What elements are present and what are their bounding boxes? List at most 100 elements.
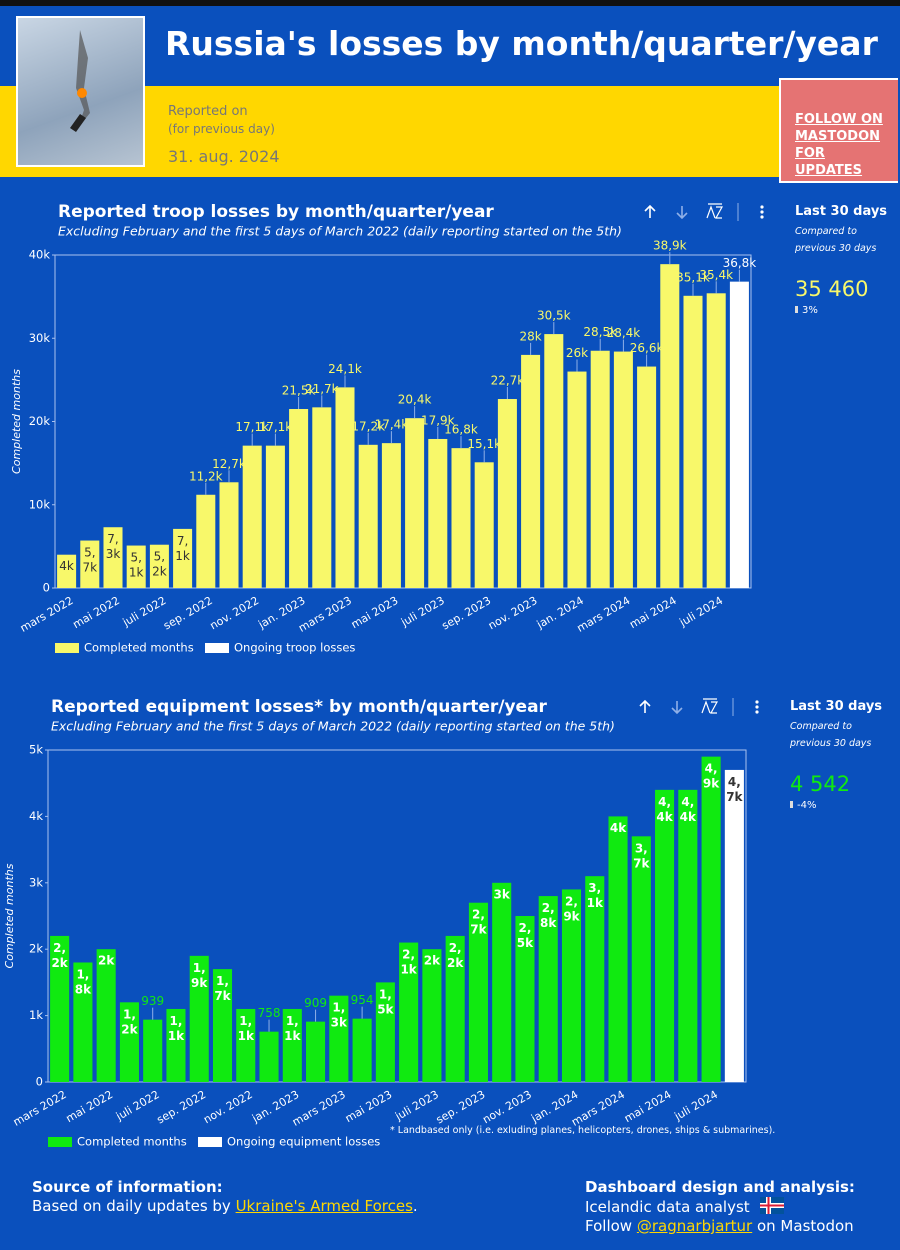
value-label: 28,5k [583,325,617,339]
menu-dot [755,710,759,714]
chart-subtitle: Excluding February and the first 5 days … [51,719,615,734]
x-tick-label: mai 2022 [70,594,122,631]
value-label: 2, 2k [51,940,68,969]
bar [399,942,419,1082]
follow-end: on Mastodon [756,1217,854,1235]
value-label: 3k [494,887,511,901]
bar [50,935,70,1082]
x-tick-label: sep. 2023 [440,594,494,632]
value-label: 2, 2k [447,940,464,969]
bar [96,949,116,1082]
top-bar [0,0,900,6]
value-label: 26k [566,346,588,360]
fire [77,88,87,98]
value-label: 1, 7k [214,974,231,1003]
value-label: 4, 9k [703,761,720,790]
legend-label: Ongoing equipment losses [227,1135,380,1149]
bar [678,789,698,1082]
value-label: 21,5k [282,384,316,398]
bar [655,789,675,1082]
value-label: 12,7k [212,457,246,471]
side-panel: Last 30 days Compared to previous 30 days… [790,699,885,811]
value-label: 28,4k [607,326,641,340]
bar [613,351,633,588]
bar [381,443,401,588]
value-label: 1, 1k [284,1013,301,1042]
photo-art [70,30,90,132]
bar [585,876,605,1082]
value-label: 5, 1k [129,550,144,579]
design-block: Dashboard design and analysis: Icelandic… [585,1178,855,1236]
value-label: 4, 4k [656,794,673,823]
bar [57,554,77,588]
mastodon-box[interactable]: FOLLOW ON MASTODON FOR UPDATES [779,78,898,183]
value-label: 954 [351,993,374,1007]
x-tick-label: juli 2022 [113,1088,162,1124]
handle-link[interactable]: @ragnarbjartur [636,1217,753,1235]
value-label: 35,1k [676,270,710,284]
side-change: -4% [790,800,885,811]
y-tick-label: 0 [43,581,50,595]
mastodon-link[interactable]: FOLLOW ON MASTODON FOR UPDATES [795,112,883,178]
value-label: 38,9k [653,239,687,253]
legend-label: Completed months [84,641,194,655]
y-tick-label: 2k [29,942,43,956]
legend-swatch [55,643,79,653]
bar [173,528,193,588]
y-axis-label: Completed months [10,369,23,474]
source-text: Based on daily updates by [32,1197,231,1215]
value-label: 1, 1k [238,1013,255,1042]
x-tick-label: nov. 2023 [486,594,540,632]
x-tick-label: juli 2023 [398,594,447,630]
side-note: Compared to previous 30 days [790,721,872,749]
y-tick-label: 40k [29,248,51,262]
bar [561,889,582,1082]
bar [701,756,721,1082]
bar [706,293,726,588]
value-label: 2, 1k [400,947,417,976]
x-tick-label: mars 2024 [575,594,633,635]
reported-on: Reported on [168,104,248,119]
x-tick-label: nov. 2022 [201,1088,255,1126]
value-label: 5, 2k [152,549,167,578]
chart-subtitle: Excluding February and the first 5 days … [58,224,622,239]
bar [422,949,442,1082]
value-label: 2, 8k [540,901,557,930]
chart-title: Reported equipment losses* by month/quar… [51,697,548,717]
bar [660,264,680,588]
flag-cross [760,1204,785,1207]
value-label: 1, 9k [191,960,208,989]
value-label: 4, 4k [680,794,697,823]
x-tick-label: mars 2022 [18,594,76,635]
value-label: 1, 2k [121,1007,138,1036]
y-tick-label: 1k [29,1008,43,1022]
x-tick-label: mai 2023 [349,594,401,631]
value-label: 17,9k [421,413,455,427]
x-tick-label: mars 2023 [296,594,354,635]
page-title: Russia's losses by month/quarter/year [165,24,878,63]
bar [282,1008,302,1082]
value-label: 1, 5k [377,987,394,1016]
bar [451,448,471,588]
bar [567,371,587,588]
menu-dot [760,215,764,219]
value-label: 17,1k [235,420,269,434]
value-label: 20,4k [398,393,432,407]
bar [637,366,657,588]
bar [631,836,651,1082]
follow-text: Follow [585,1217,633,1235]
x-tick-label: juli 2024 [671,1088,720,1124]
value-label: 17,1k [259,420,293,434]
bar [103,527,123,588]
change-value: -4% [797,800,817,811]
bar [352,1018,372,1082]
plane [70,114,86,132]
sort-az-icon [701,698,719,714]
source-link[interactable]: Ukraine's Armed Forces [235,1197,413,1215]
x-tick-label: juli 2023 [392,1088,441,1124]
change-value: 3% [802,305,818,316]
bar [219,482,239,588]
bar [474,462,494,588]
x-tick-label: mars 2023 [290,1088,348,1129]
x-tick-label: mars 2024 [569,1088,627,1129]
